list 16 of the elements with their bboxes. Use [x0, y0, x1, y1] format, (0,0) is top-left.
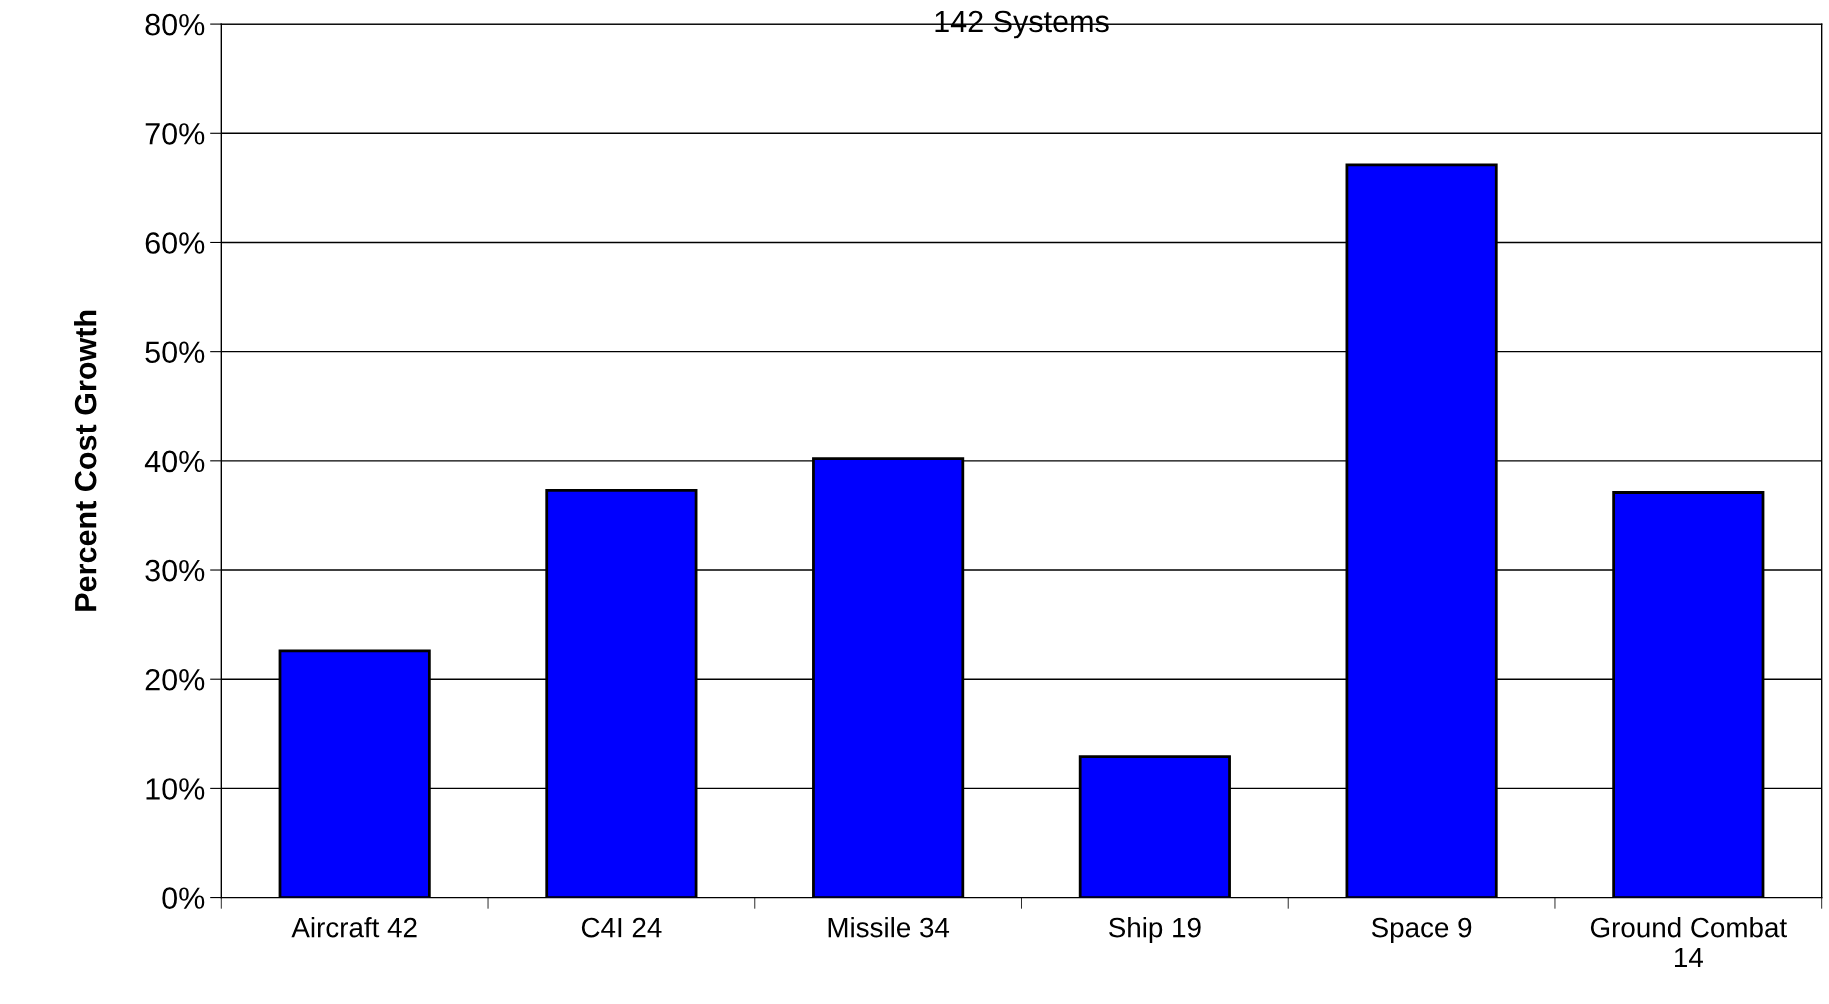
- x-tick-label: Space 9: [1371, 917, 1472, 943]
- y-tick-label: 30%: [145, 559, 205, 582]
- x-tick-label: Ground Combat 14: [1590, 917, 1787, 968]
- y-axis-title: Percent Cost Growth: [74, 310, 97, 611]
- x-tick-label: Missile 34: [828, 917, 950, 938]
- y-tick-label: 20%: [145, 668, 205, 691]
- x-tick-label: Aircraft 42: [291, 917, 417, 938]
- y-tick-label: 50%: [145, 341, 205, 364]
- y-tick-label: 40%: [144, 450, 205, 473]
- x-tick-label: C4I 24: [581, 917, 662, 938]
- y-tick-label: 0%: [162, 887, 205, 909]
- y-tick-label: 70%: [145, 123, 205, 145]
- y-tick-label: 60%: [145, 232, 205, 254]
- x-tick-label: Ship 19: [1109, 917, 1201, 943]
- y-tick-label: 10%: [146, 778, 205, 800]
- y-tick-label: 80%: [145, 13, 205, 36]
